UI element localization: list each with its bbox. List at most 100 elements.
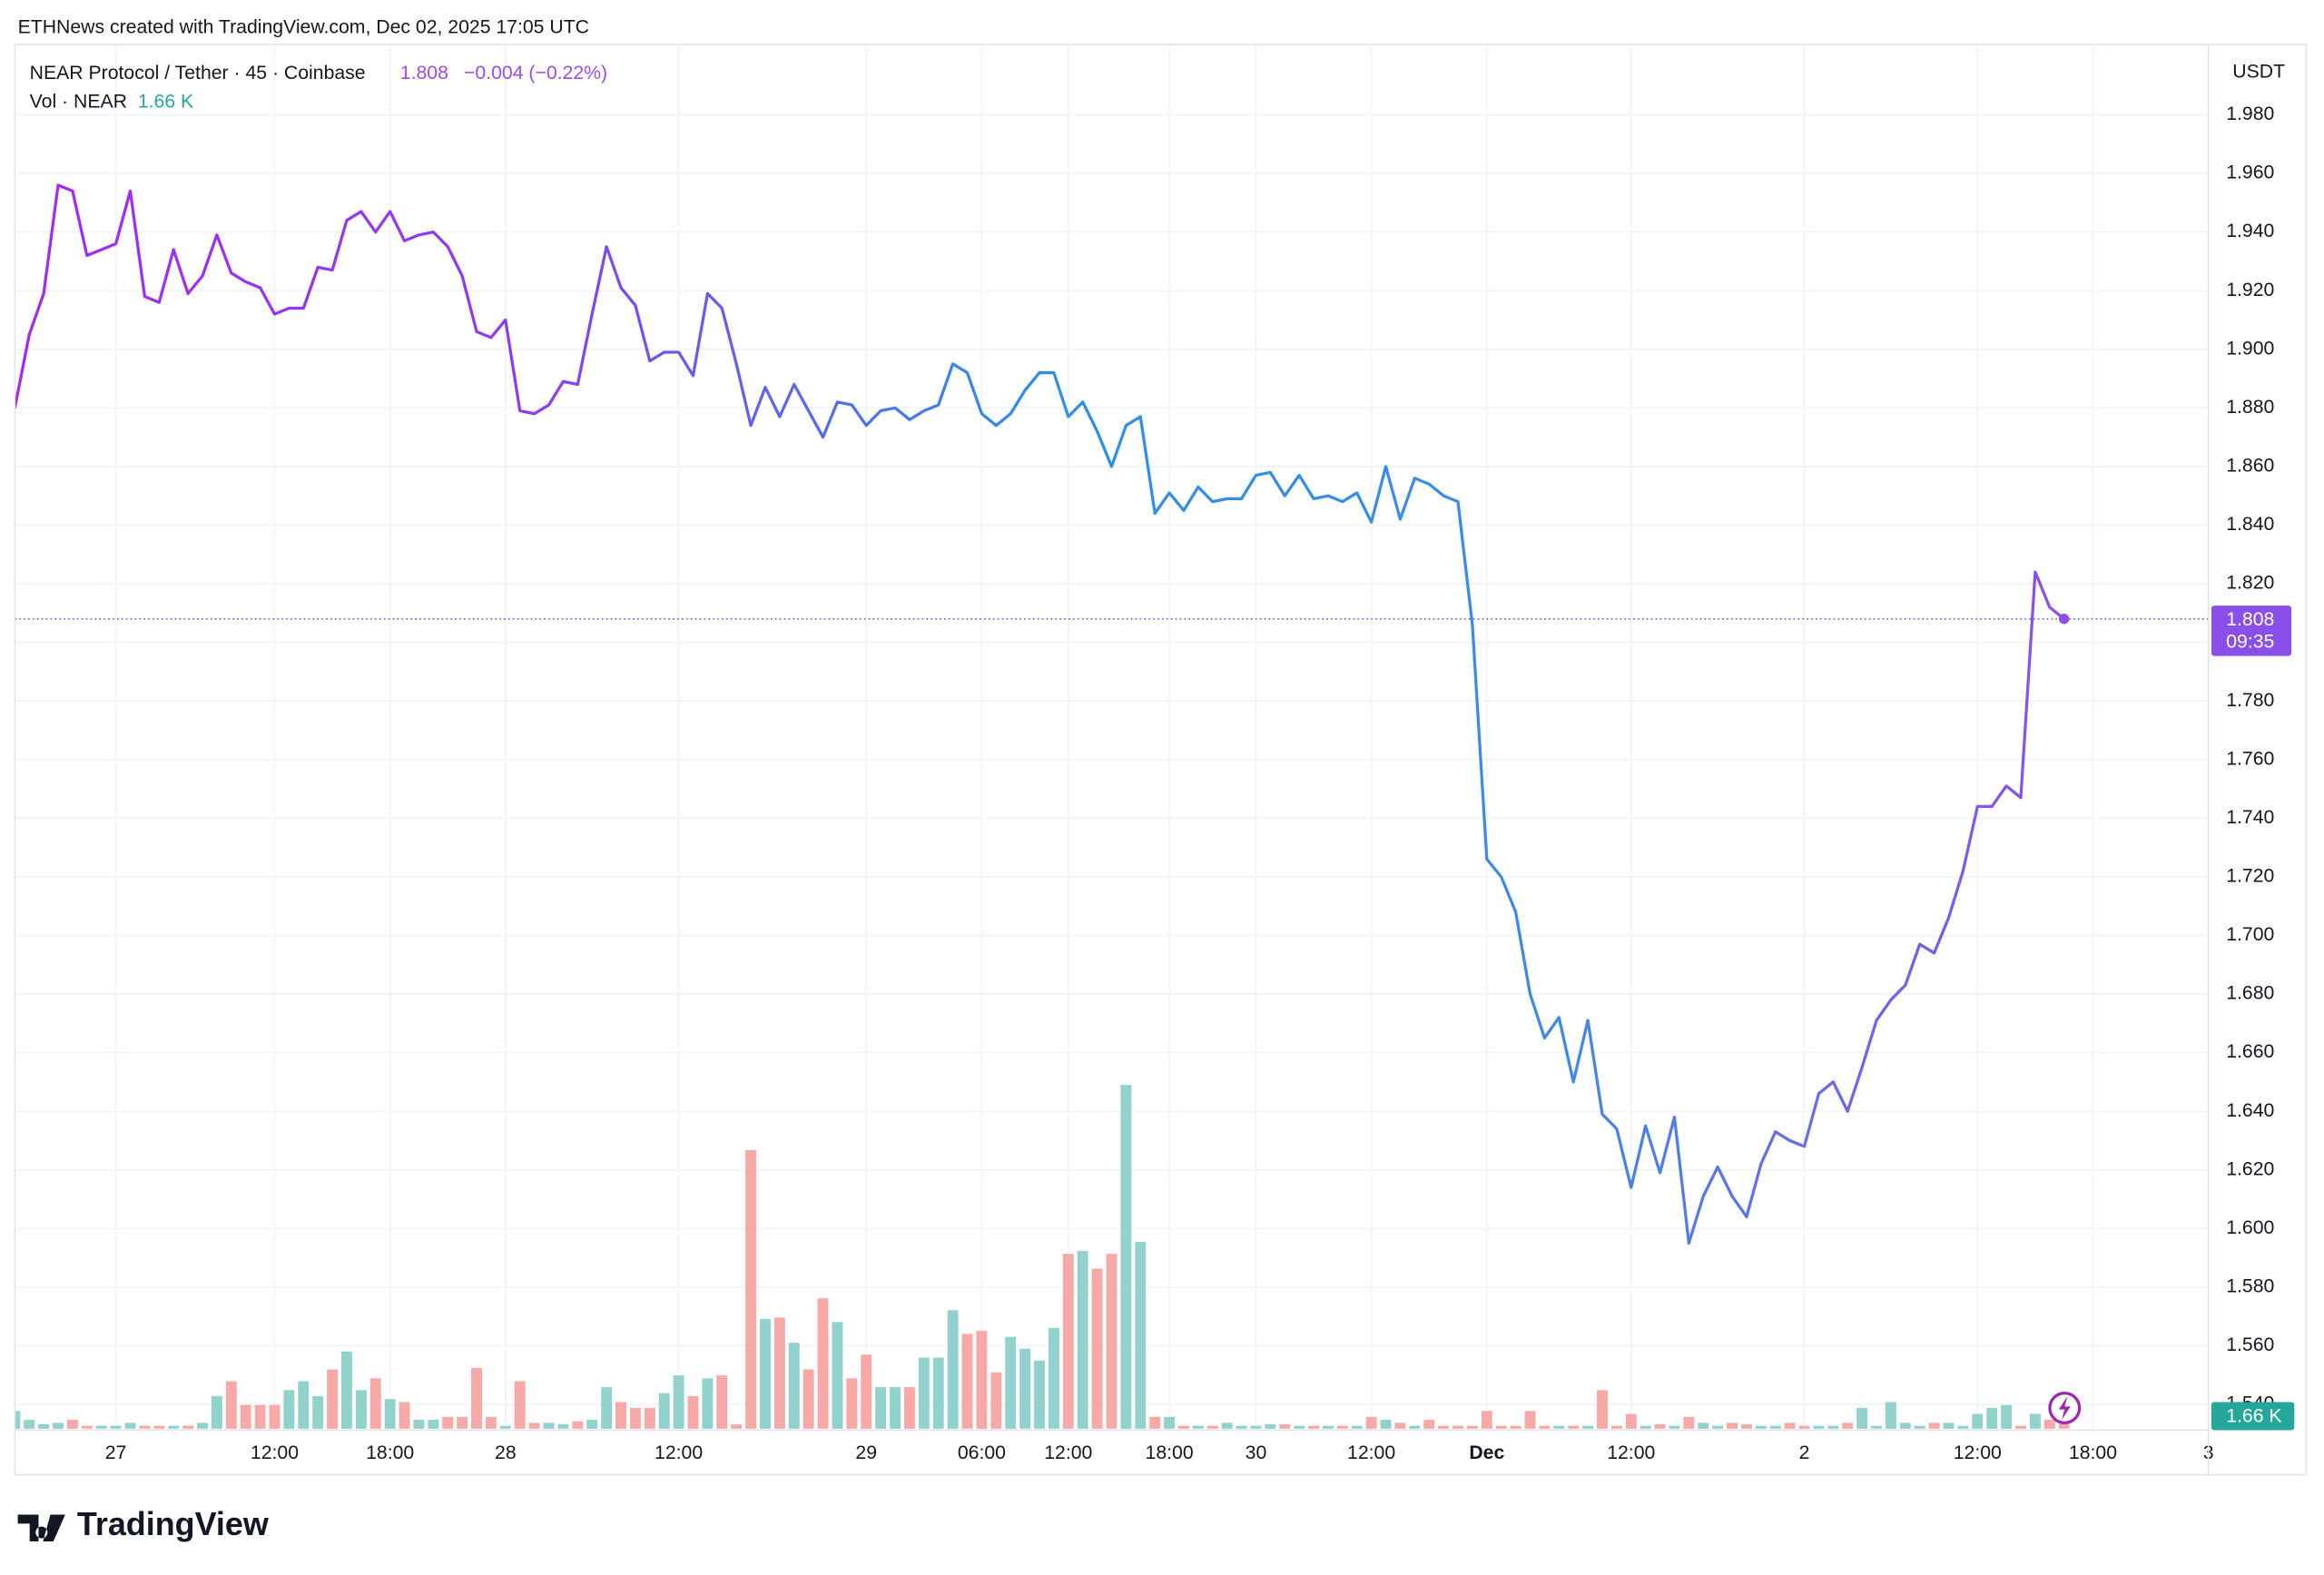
x-tick-label: 18:00 — [366, 1442, 414, 1463]
volume-bar — [1755, 1425, 1767, 1429]
volume-bar — [1120, 1085, 1132, 1429]
volume-bar — [1005, 1336, 1017, 1429]
x-tick-label: 12:00 — [1607, 1442, 1655, 1463]
volume-bar — [1336, 1425, 1348, 1429]
volume-bar — [1972, 1413, 1984, 1429]
y-tick-label: 1.680 — [2226, 983, 2274, 1004]
volume-bar — [1135, 1242, 1147, 1429]
volume-bar — [1610, 1425, 1622, 1429]
volume-bar — [168, 1425, 180, 1429]
volume-bar — [1423, 1420, 1435, 1429]
volume-bar — [298, 1381, 310, 1429]
volume-bar — [832, 1322, 843, 1429]
y-tick-label: 1.620 — [2226, 1158, 2274, 1179]
volume-bar — [1654, 1423, 1666, 1429]
volume-bar — [572, 1421, 584, 1429]
volume-bar — [66, 1420, 78, 1429]
y-tick-label: 1.900 — [2226, 338, 2274, 359]
volume-bar — [1582, 1425, 1594, 1429]
volume-bar — [283, 1390, 295, 1429]
volume-bar — [890, 1387, 901, 1429]
volume-bar — [1048, 1327, 1059, 1429]
volume-bar — [1740, 1423, 1752, 1429]
volume-bar — [1495, 1425, 1507, 1429]
volume-bar — [341, 1351, 352, 1429]
volume-bar — [2015, 1425, 2026, 1429]
volume-bar — [543, 1422, 555, 1429]
volume-bar — [139, 1425, 151, 1429]
volume-bar — [1481, 1411, 1492, 1429]
price-label: 1.808 — [2226, 609, 2274, 630]
y-tick-label: 1.560 — [2226, 1334, 2274, 1355]
volume-bar — [514, 1381, 526, 1429]
volume-bar — [861, 1354, 872, 1429]
volume-bar — [182, 1425, 194, 1429]
volume-bar — [1019, 1348, 1031, 1429]
volume-bar — [875, 1387, 887, 1429]
volume-bar — [240, 1404, 251, 1429]
volume-bar — [1727, 1422, 1738, 1429]
countdown: 09:35 — [2226, 631, 2274, 652]
volume-bar — [153, 1425, 165, 1429]
volume-bar — [629, 1408, 641, 1429]
volume-bar — [38, 1423, 50, 1429]
volume-bar — [673, 1375, 684, 1429]
volume-bar — [1683, 1416, 1695, 1429]
volume-bar — [110, 1425, 122, 1429]
volume-bar — [788, 1343, 800, 1429]
y-tick-label: 1.580 — [2226, 1275, 2274, 1296]
y-tick-label: 1.740 — [2226, 807, 2274, 828]
volume-bar — [1466, 1425, 1478, 1429]
volume-bar — [1625, 1413, 1637, 1429]
y-tick-label: 1.780 — [2226, 690, 2274, 711]
volume-bar — [760, 1319, 771, 1429]
x-tick-label: 12:00 — [655, 1442, 703, 1463]
volume-bar — [1597, 1390, 1608, 1429]
y-tick-label: 1.940 — [2226, 221, 2274, 241]
volume-bar — [731, 1423, 743, 1429]
change: −0.004 (−0.22%) — [464, 63, 607, 84]
volume-bar — [485, 1416, 497, 1429]
price-label-box — [2211, 605, 2292, 656]
x-tick-label: 12:00 — [251, 1442, 299, 1463]
volume-bar — [1265, 1423, 1276, 1429]
x-tick-label: 27 — [105, 1442, 127, 1463]
volume-bar — [1856, 1408, 1868, 1429]
volume-bar — [903, 1387, 915, 1429]
alert-icon — [2048, 1392, 2082, 1424]
volume-bar — [1380, 1420, 1392, 1429]
volume-bar — [1568, 1425, 1580, 1429]
volume-bar — [1164, 1416, 1176, 1429]
x-tick-label: 28 — [495, 1442, 517, 1463]
volume-label: 1.66 K — [2226, 1405, 2281, 1426]
volume-bar — [658, 1393, 670, 1429]
x-tick-label: 18:00 — [2069, 1442, 2117, 1463]
volume-bar — [1077, 1250, 1088, 1429]
x-tick-label: Dec — [1469, 1442, 1504, 1463]
volume-bar — [1827, 1425, 1839, 1429]
credit: ETHNews created with TradingView.com, De… — [18, 17, 589, 38]
volume-bar — [1957, 1425, 1969, 1429]
volume-bar — [1871, 1425, 1882, 1429]
x-tick-label: 18:00 — [1146, 1442, 1194, 1463]
y-tick-label: 1.820 — [2226, 573, 2274, 594]
currency: USDT — [2232, 62, 2285, 83]
y-tick-label: 1.960 — [2226, 162, 2274, 183]
volume-bar — [211, 1395, 222, 1429]
last-point — [2058, 614, 2070, 625]
volume-bar — [24, 1420, 35, 1429]
volume-last: 1.66 K — [138, 91, 193, 112]
y-tick-label: 1.880 — [2226, 397, 2274, 418]
volume-bar — [1294, 1425, 1305, 1429]
volume-bar — [399, 1402, 410, 1429]
volume-bar — [1438, 1425, 1450, 1429]
volume-label-box — [2211, 1402, 2295, 1431]
volume-bar — [528, 1422, 540, 1429]
y-tick-label: 1.840 — [2226, 514, 2274, 535]
volume-bar — [312, 1395, 324, 1429]
volume-bar — [745, 1149, 757, 1429]
x-tick-label: 12:00 — [1347, 1442, 1395, 1463]
volume-bar — [687, 1395, 699, 1429]
